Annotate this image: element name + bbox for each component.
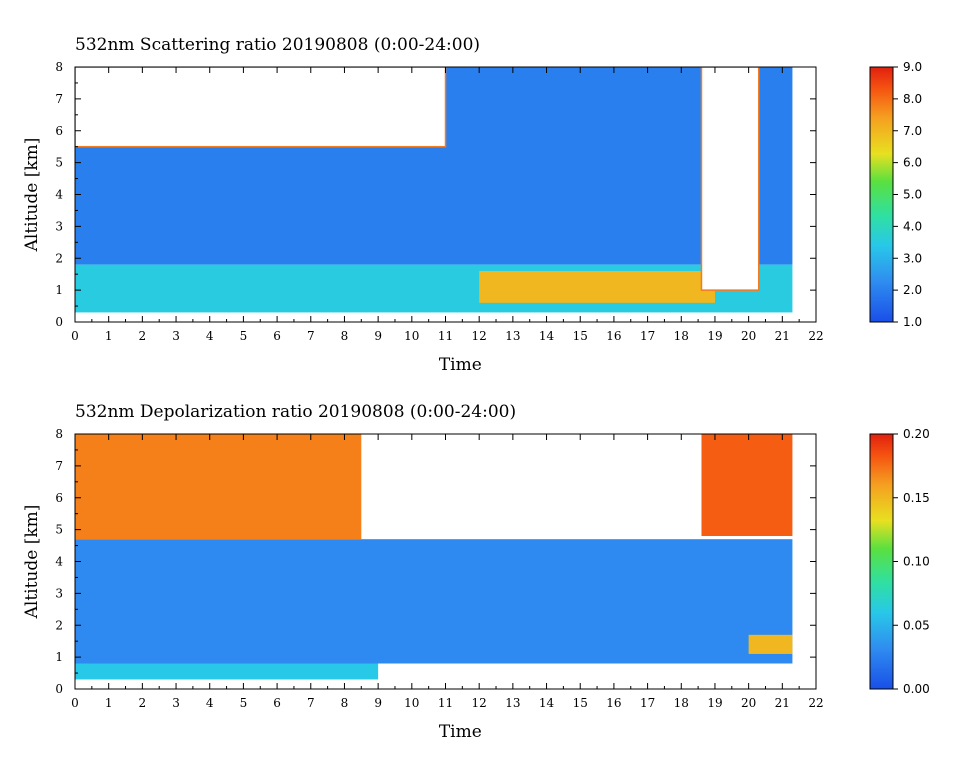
x-tick-label: 13 — [505, 696, 520, 710]
colorbar-tick-label: 0.05 — [903, 618, 930, 632]
heatmap-cells — [75, 434, 793, 680]
x-tick-label: 2 — [139, 329, 147, 343]
colorbar-tick-label: 7.0 — [903, 124, 922, 138]
heatmap-region-ice-cloud — [75, 434, 362, 540]
x-tick-label: 9 — [374, 696, 382, 710]
colorbar-tick-label: 8.0 — [903, 92, 922, 106]
colorbar — [869, 433, 894, 690]
y-tick-label: 5 — [55, 156, 63, 170]
y-tick-label: 6 — [55, 491, 63, 505]
colorbar-tick-label: 6.0 — [903, 156, 922, 170]
x-tick-label: 5 — [240, 329, 248, 343]
x-axis-label: Time — [439, 722, 482, 742]
y-axis-label: Altitude [km] — [22, 138, 42, 253]
y-tick-label: 1 — [55, 650, 63, 664]
colorbar-tick-label: 2.0 — [903, 283, 922, 297]
x-tick-label: 10 — [404, 329, 419, 343]
heatmap-region-low-level-layer — [75, 663, 379, 680]
chart-panel-0: 532nm Scattering ratio 20190808 (0:00-24… — [22, 35, 922, 375]
heatmap-region-enhanced-aerosol-layer — [479, 271, 715, 303]
x-tick-label: 3 — [172, 329, 180, 343]
x-tick-label: 1 — [105, 329, 113, 343]
x-tick-label: 14 — [539, 696, 555, 710]
y-tick-label: 4 — [55, 188, 63, 202]
x-tick-label: 7 — [307, 696, 315, 710]
x-tick-label: 11 — [438, 696, 453, 710]
x-tick-label: 18 — [674, 696, 689, 710]
x-axis-label: Time — [439, 355, 482, 375]
x-tick-label: 11 — [438, 329, 453, 343]
x-tick-label: 6 — [273, 329, 281, 343]
y-tick-label: 0 — [55, 682, 63, 696]
x-tick-label: 19 — [707, 329, 722, 343]
x-tick-label: 13 — [505, 329, 520, 343]
x-tick-label: 12 — [472, 329, 487, 343]
chart-title: 532nm Scattering ratio 20190808 (0:00-24… — [75, 35, 480, 55]
chart-title: 532nm Depolarization ratio 20190808 (0:0… — [75, 402, 516, 422]
x-tick-label: 17 — [640, 329, 655, 343]
colorbar-tick-label: 4.0 — [903, 219, 922, 233]
x-tick-label: 3 — [172, 696, 180, 710]
x-tick-label: 7 — [307, 329, 315, 343]
y-tick-label: 6 — [55, 124, 63, 138]
y-tick-label: 2 — [55, 251, 63, 265]
y-tick-label: 7 — [55, 459, 63, 473]
x-tick-label: 9 — [374, 329, 382, 343]
x-tick-label: 12 — [472, 696, 487, 710]
colorbar-tick-label: 0.20 — [903, 427, 930, 441]
y-tick-label: 3 — [55, 586, 63, 600]
x-tick-label: 2 — [139, 696, 147, 710]
x-tick-label: 16 — [606, 696, 621, 710]
y-tick-label: 8 — [55, 60, 63, 74]
colorbar-tick-label: 0.15 — [903, 491, 930, 505]
x-tick-label: 21 — [775, 329, 790, 343]
x-tick-label: 6 — [273, 696, 281, 710]
colorbar-tick-label: 0.00 — [903, 682, 930, 696]
x-tick-label: 17 — [640, 696, 655, 710]
x-tick-label: 14 — [539, 329, 555, 343]
x-tick-label: 8 — [341, 329, 349, 343]
colorbar-tick-label: 5.0 — [903, 188, 922, 202]
heatmap-region-cloud-saturated- — [700, 67, 760, 291]
y-tick-label: 3 — [55, 219, 63, 233]
colorbar-tick-label: 9.0 — [903, 60, 922, 74]
y-axis-label: Altitude [km] — [22, 505, 42, 620]
x-tick-label: 4 — [206, 329, 214, 343]
y-tick-label: 4 — [55, 555, 63, 569]
x-tick-label: 10 — [404, 696, 419, 710]
x-tick-label: 19 — [707, 696, 722, 710]
heatmap-region-background — [75, 539, 793, 664]
x-tick-label: 16 — [606, 329, 621, 343]
colorbar-tick-label: 0.10 — [903, 555, 930, 569]
colorbar-tick-label: 3.0 — [903, 251, 922, 265]
x-tick-label: 0 — [71, 696, 79, 710]
y-tick-label: 2 — [55, 618, 63, 632]
y-tick-label: 1 — [55, 283, 63, 297]
heatmap-region-cloud-saturated- — [75, 67, 447, 148]
x-tick-label: 8 — [341, 696, 349, 710]
y-tick-label: 5 — [55, 523, 63, 537]
colorbar-tick-label: 1.0 — [903, 315, 922, 329]
x-tick-label: 15 — [573, 329, 588, 343]
x-tick-label: 20 — [741, 696, 756, 710]
heatmap-region-ice-cloud — [701, 434, 793, 536]
x-tick-label: 22 — [808, 329, 823, 343]
y-tick-label: 0 — [55, 315, 63, 329]
y-tick-label: 8 — [55, 427, 63, 441]
chart-panel-1: 532nm Depolarization ratio 20190808 (0:0… — [22, 402, 930, 742]
x-tick-label: 0 — [71, 329, 79, 343]
x-tick-label: 15 — [573, 696, 588, 710]
x-tick-label: 18 — [674, 329, 689, 343]
y-tick-label: 7 — [55, 92, 63, 106]
x-tick-label: 4 — [206, 696, 214, 710]
colorbar — [869, 66, 894, 323]
x-tick-label: 20 — [741, 329, 756, 343]
x-tick-label: 22 — [808, 696, 823, 710]
x-tick-label: 1 — [105, 696, 113, 710]
heatmap-cells — [75, 67, 793, 313]
x-tick-label: 5 — [240, 696, 248, 710]
heatmap-region-aerosol-layer — [748, 634, 793, 654]
x-tick-label: 21 — [775, 696, 790, 710]
